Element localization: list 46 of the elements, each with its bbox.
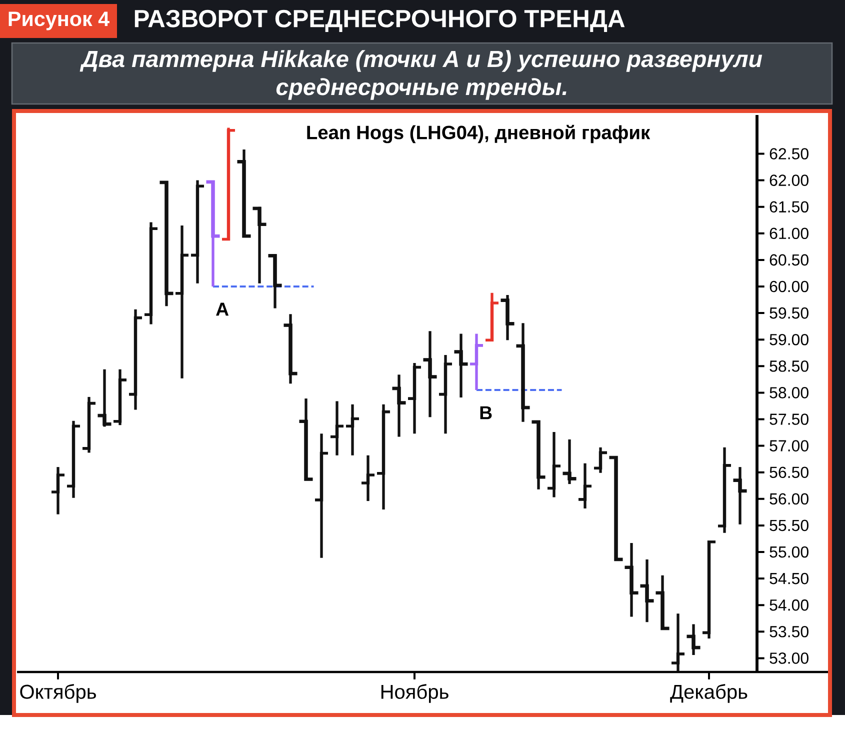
y-tick-label: 55.00 [770,546,808,558]
candlestick [98,368,112,428]
candlestick [454,332,468,399]
candlestick [252,206,266,285]
candlestick [392,373,406,438]
candlestick [686,622,700,656]
y-tick-label: 60.50 [770,254,808,266]
candlestick [52,466,65,516]
y-tick-label: 57.50 [770,414,808,425]
y-tick-label: 59.00 [770,334,808,346]
y-tick-label: 58.50 [770,360,808,372]
y-tick-label: 56.00 [770,493,808,505]
y-tick-label: 61.50 [770,201,808,213]
y-tick-label: 53.50 [770,626,808,638]
candlestick [594,446,608,474]
y-tick-label: 58.00 [770,387,808,398]
candlestick [562,438,576,486]
annotation: A [216,302,229,316]
candlestick [578,462,592,510]
y-tick-label: 60.00 [770,280,808,292]
candlestick [672,612,685,673]
y-tick-label: 59.50 [770,307,808,319]
y-tick-label: 54.00 [770,599,808,611]
y-tick-label: 61.00 [770,228,808,240]
y-tick-label: 54.50 [770,572,808,584]
text: Рисунок 4 [8,12,110,30]
x-tick-label: Декабрь [670,684,748,703]
y-tick-label: 53.00 [770,652,808,664]
y-tick-label: 57.00 [770,440,808,452]
annotation: Lean Hogs (LHG04), дневной график [307,124,650,144]
y-tick-label: 56.50 [770,466,808,478]
candlestick [470,332,484,392]
candlestick [640,558,654,624]
candlestick [346,403,360,457]
annotation: B [480,406,492,420]
y-tick-label: 62.50 [770,148,808,160]
chart-title: РАЗВОРОТ СРЕДНЕСРОЧНОГО ТРЕНДА [134,10,625,32]
candlestick [423,330,437,418]
candlestick [733,466,747,526]
y-tick-label: 55.50 [770,520,808,532]
y-tick-label: 62.00 [770,174,808,186]
x-tick-label: Ноябрь [381,684,448,703]
chart-subtitle: Два паттерна Hikkake (точки A и B) успешно развернули среднесрочные тренды. [80,50,762,100]
candlestick [330,400,344,457]
candlestick [362,454,375,502]
x-tick-label: Октябрь [20,684,96,703]
